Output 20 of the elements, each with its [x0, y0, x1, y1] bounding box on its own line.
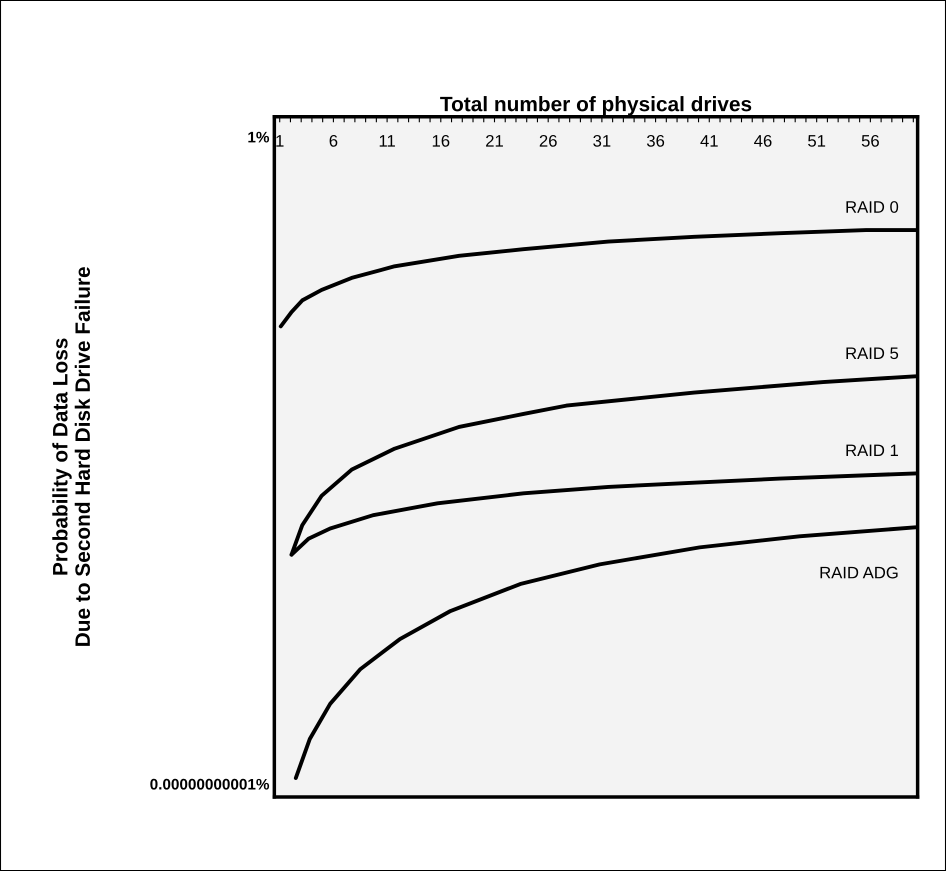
x-tick-label: 46: [754, 134, 772, 147]
x-tick-label: 26: [540, 134, 557, 147]
series-label: RAID 5: [846, 347, 898, 360]
x-tick-label: 31: [593, 134, 610, 147]
x-tick-label: 51: [808, 135, 826, 147]
x-axis-title: Total number of physical drives: [440, 96, 752, 116]
x-tick-label: 16: [432, 134, 450, 147]
x-tick-label: 21: [486, 134, 503, 147]
x-tick-label: 36: [646, 134, 664, 147]
series-label: RAID 1: [846, 444, 898, 456]
y-axis-title: Probability of Data Loss Due to Second Hard Disk Drive Failure: [52, 267, 90, 646]
y-tick-label: 1%: [248, 132, 270, 143]
x-tick-label: 6: [330, 134, 338, 147]
x-tick-label: 1: [276, 135, 284, 147]
series-label: RAID 0: [846, 201, 898, 213]
y-tick-label: 0.00000000001%: [150, 778, 270, 790]
x-tick-label: 11: [380, 135, 395, 147]
series-label: RAID ADG: [820, 566, 898, 578]
x-tick-label: 41: [700, 135, 718, 147]
x-tick-label: 56: [862, 134, 879, 147]
